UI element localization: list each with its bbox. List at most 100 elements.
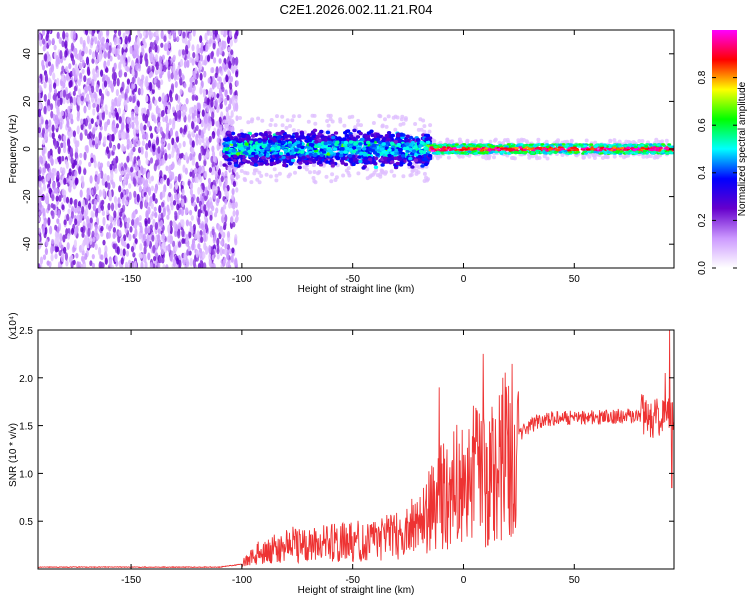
heatmap-cell — [260, 118, 265, 123]
heatmap-cell — [122, 248, 126, 257]
heatmap-cell — [232, 210, 236, 217]
heatmap-cell — [465, 138, 470, 143]
heatmap-cell — [183, 82, 187, 89]
heatmap-cell — [123, 162, 127, 169]
heatmap-cell — [222, 259, 226, 267]
heatmap-cell — [382, 156, 388, 161]
heatmap-cell — [169, 127, 173, 137]
heatmap-cell — [88, 123, 92, 130]
heatmap-cell — [235, 215, 239, 223]
heatmap-cell — [234, 32, 238, 40]
heatmap-cell — [106, 118, 111, 126]
heatmap-cell — [67, 208, 71, 215]
heatmap-cell — [100, 38, 104, 44]
heatmap-cell — [338, 117, 343, 122]
heatmap-cell — [179, 88, 183, 95]
heatmap-cell — [100, 204, 104, 211]
heatmap-cell — [282, 163, 287, 167]
heatmap-cell — [189, 57, 193, 63]
heatmap-cell — [102, 45, 106, 52]
heatmap-cell — [177, 193, 181, 199]
heatmap-cell — [296, 140, 301, 145]
heatmap-cell — [66, 213, 70, 222]
heatmap-cell — [83, 75, 87, 83]
heatmap-cell — [91, 78, 95, 88]
heatmap-cell — [157, 146, 161, 154]
heatmap-cell — [128, 183, 132, 189]
heatmap-cell — [251, 134, 256, 138]
heatmap-cell — [212, 263, 216, 268]
heatmap-cell — [98, 189, 102, 197]
heatmap-cell — [205, 245, 209, 255]
heatmap-cell — [92, 127, 96, 135]
heatmap-cell — [65, 259, 69, 267]
heatmap-cell — [460, 154, 465, 159]
heatmap-cell — [50, 63, 55, 73]
heatmap-cell — [371, 172, 375, 177]
heatmap-cell — [73, 96, 77, 106]
heatmap-cell — [425, 140, 431, 145]
heatmap-cell — [183, 60, 187, 69]
heatmap-cell — [152, 59, 156, 67]
heatmap-cell — [126, 78, 130, 85]
heatmap-cell — [246, 160, 251, 164]
heatmap-cell — [479, 138, 484, 143]
heatmap-cell — [131, 59, 135, 69]
heatmap-cell — [228, 103, 232, 110]
heatmap-cell — [114, 48, 118, 57]
heatmap-cell — [62, 89, 66, 98]
heatmap-cell — [145, 132, 149, 141]
heatmap-cell — [165, 245, 169, 251]
heatmap-cell — [172, 121, 176, 130]
heatmap-cell — [289, 155, 295, 159]
heatmap-cell — [273, 123, 278, 128]
heatmap-cell — [525, 140, 530, 145]
heatmap-cell — [160, 177, 164, 185]
heatmap-cell — [216, 82, 220, 90]
heatmap-cell — [43, 93, 47, 102]
heatmap-cell — [387, 148, 392, 152]
heatmap-cell — [60, 73, 65, 82]
heatmap-cell — [132, 127, 137, 136]
heatmap-cell — [172, 200, 177, 206]
heatmap-cell — [157, 262, 161, 268]
heatmap-cell — [75, 252, 79, 259]
heatmap-cell — [86, 192, 90, 201]
heatmap-cell — [623, 154, 628, 159]
heatmap-cell — [203, 158, 207, 167]
heatmap-cell — [212, 155, 217, 163]
heatmap-cell — [648, 154, 653, 159]
heatmap-cell — [128, 191, 132, 201]
heatmap-cell — [238, 116, 242, 120]
heatmap-cell — [69, 147, 74, 155]
heatmap-cell — [47, 203, 51, 211]
heatmap-cell — [220, 229, 224, 235]
heatmap-cell — [101, 76, 106, 83]
heatmap-cell — [137, 140, 141, 147]
heatmap-cell — [174, 244, 178, 252]
heatmap-cell — [297, 114, 302, 119]
heatmap-cell — [342, 137, 347, 141]
heatmap-cell — [219, 160, 223, 168]
heatmap-cell — [224, 198, 228, 205]
heatmap-cell — [119, 211, 123, 218]
heatmap-cell — [103, 60, 107, 69]
heatmap-cell — [171, 106, 176, 114]
heatmap-cell — [81, 50, 85, 57]
heatmap-cell — [67, 233, 71, 240]
heatmap-cell — [126, 138, 130, 147]
heatmap-cell — [160, 248, 165, 255]
heatmap-cell — [418, 143, 423, 148]
heatmap-cell — [155, 252, 159, 258]
heatmap-cell — [167, 70, 171, 79]
heatmap-cell — [54, 237, 58, 247]
heatmap-cell — [93, 73, 97, 82]
heatmap-cell — [179, 76, 183, 85]
heatmap-cell — [106, 76, 111, 85]
heatmap-cell — [333, 131, 339, 135]
heatmap-cell — [417, 154, 423, 159]
heatmap-cell — [118, 132, 122, 139]
heatmap-cell — [184, 264, 188, 268]
heatmap-cell — [43, 105, 47, 115]
heatmap-cell — [234, 201, 238, 209]
